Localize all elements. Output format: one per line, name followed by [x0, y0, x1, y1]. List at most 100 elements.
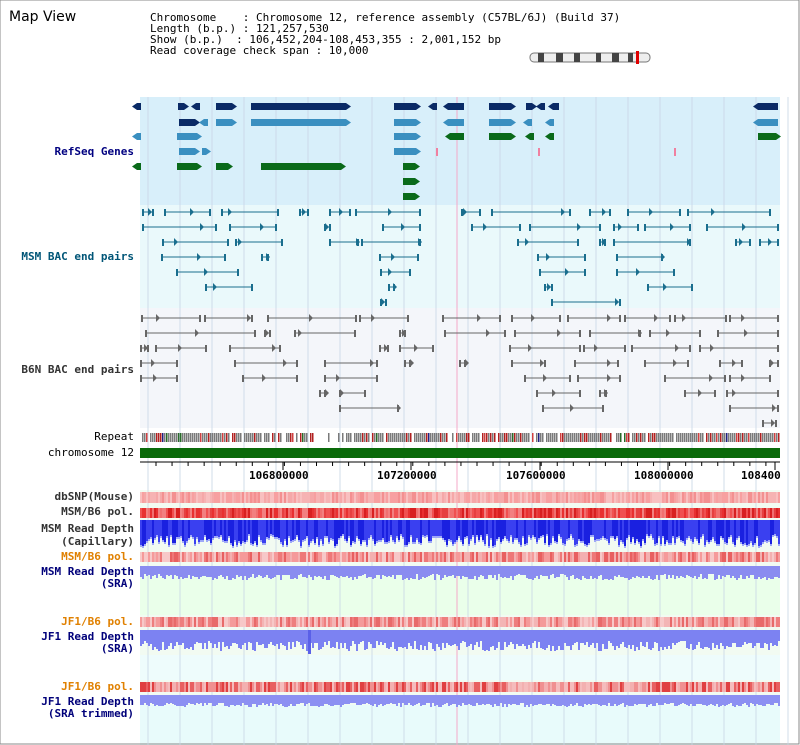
msm-capillary-depth-tip	[758, 546, 760, 548]
jf1-trim-depth	[296, 695, 298, 704]
jf1-pol-heat	[754, 617, 756, 627]
repeat-element	[160, 433, 162, 442]
track-label-repeat[interactable]: Repeat	[94, 430, 134, 443]
msm-capillary-depth-tip	[440, 536, 442, 538]
msm-capillary-depth-tip	[538, 538, 540, 540]
jf1-trim-depth	[364, 695, 366, 704]
jf1-trim-depth	[272, 695, 274, 706]
dbsnp-heat	[396, 492, 398, 503]
msm-pol-heat	[392, 508, 394, 518]
track-label-msm-depth-cap-1[interactable]: MSM Read Depth	[41, 522, 134, 535]
msm-capillary-depth-tip	[762, 542, 764, 544]
jf1-trim-depth	[550, 695, 552, 706]
dbsnp-heat	[478, 492, 480, 503]
jf1-pol-heat	[732, 617, 734, 627]
jf1-pol-heat	[254, 617, 256, 627]
msm-capillary-depth-tip	[642, 539, 644, 541]
dbsnp-heat	[408, 492, 410, 503]
track-label-msm-depth-cap-2[interactable]: (Capillary)	[61, 535, 134, 548]
track-label-msm-depth-sra-2[interactable]: (SRA)	[100, 577, 134, 590]
dbsnp-heat	[510, 492, 512, 503]
track-label-jf1-depth-sra-1[interactable]: JF1 Read Depth	[41, 630, 134, 643]
track-label-jf1-depth-trim-2[interactable]: (SRA trimmed)	[47, 707, 134, 720]
msm-pol2-heat	[422, 552, 424, 562]
dbsnp-heat	[304, 492, 306, 503]
msm-pol-heat	[764, 508, 766, 518]
repeat-element	[224, 433, 226, 442]
jf1-pol2-heat	[384, 682, 386, 692]
jf1-trim-depth	[752, 695, 754, 704]
jf1-pol-heat	[354, 617, 356, 627]
jf1-pol2-heat	[140, 682, 142, 692]
track-label-refseq-genes[interactable]: RefSeq Genes	[54, 145, 134, 158]
track-label-jf1-pol-2[interactable]: JF1/B6 pol.	[61, 680, 134, 693]
msm-pol-heat	[756, 508, 758, 518]
repeat-element	[434, 433, 436, 442]
msm-pol-heat	[232, 508, 234, 518]
msm-capillary-depth	[404, 520, 406, 545]
jf1-pol-heat	[628, 617, 630, 627]
msm-pol2-heat	[550, 552, 552, 562]
jf1-sra-depth	[432, 630, 434, 649]
bac-arrow	[401, 223, 405, 231]
jf1-trim-depth	[500, 695, 502, 703]
jf1-sra-depth	[248, 630, 250, 642]
jf1-trim-depth	[746, 695, 748, 705]
jf1-pol2-heat	[726, 682, 728, 692]
jf1-pol-heat	[464, 617, 466, 627]
msm-pol2-heat	[778, 552, 780, 562]
track-label-jf1-depth-trim-1[interactable]: JF1 Read Depth	[41, 695, 134, 708]
track-label-jf1-depth-sra-2[interactable]: (SRA)	[100, 642, 134, 655]
jf1-pol-heat	[618, 617, 620, 627]
msm-capillary-depth	[732, 520, 734, 542]
track-label-chromosome[interactable]: chromosome 12	[47, 446, 134, 459]
jf1-pol-heat	[140, 617, 142, 627]
bac-end	[380, 269, 382, 276]
msm-pol-heat	[758, 508, 760, 518]
track-label-msm-pol-1[interactable]: MSM/B6 pol.	[61, 505, 134, 518]
msm-sra-depth	[414, 566, 416, 579]
repeat-element	[770, 433, 772, 442]
bac-end	[777, 390, 779, 397]
jf1-pol2-heat	[650, 682, 652, 692]
gene-arrow	[753, 119, 758, 126]
track-label-b6n-bac[interactable]: B6N BAC end pairs	[21, 363, 134, 376]
dbsnp-heat	[428, 492, 430, 503]
dbsnp-heat	[710, 492, 712, 503]
jf1-sra-depth	[718, 630, 720, 649]
msm-capillary-depth-tip	[738, 536, 740, 538]
msm-capillary-depth-tip	[776, 536, 778, 538]
track-label-msm-bac[interactable]: MSM BAC end pairs	[21, 250, 134, 263]
track-label-msm-pol-2[interactable]: MSM/B6 pol.	[61, 550, 134, 563]
jf1-trim-depth	[426, 695, 428, 703]
jf1-pol-heat	[256, 617, 258, 627]
msm-pol2-heat	[286, 552, 288, 562]
repeat-element	[292, 433, 294, 442]
msm-capillary-depth	[764, 520, 766, 540]
gene-arrow	[548, 103, 553, 110]
msm-capillary-depth-tip	[598, 539, 600, 541]
jf1-trim-depth	[394, 695, 396, 704]
msm-pol-heat	[738, 508, 740, 518]
jf1-pol-heat	[624, 617, 626, 627]
msm-capillary-depth	[254, 520, 256, 541]
msm-capillary-depth	[348, 520, 350, 536]
bac-arrow	[410, 359, 414, 367]
repeat-element	[232, 433, 234, 442]
msm-pol2-heat	[436, 552, 438, 562]
track-label-jf1-pol-1[interactable]: JF1/B6 pol.	[61, 615, 134, 628]
track-label-msm-depth-sra-1[interactable]: MSM Read Depth	[41, 565, 134, 578]
track-label-dbsnp[interactable]: dbSNP(Mouse)	[54, 490, 134, 503]
msm-capillary-depth-tip	[444, 540, 446, 542]
msm-capillary-depth-tip	[412, 542, 414, 544]
dbsnp-heat	[488, 492, 490, 503]
jf1-trim-depth	[722, 695, 724, 705]
jf1-sra-depth	[252, 630, 254, 650]
bac-end	[354, 330, 356, 337]
jf1-trim-depth	[726, 695, 728, 705]
jf1-pol-heat	[482, 617, 484, 627]
jf1-pol-heat	[434, 617, 436, 627]
msm-pol-heat	[376, 508, 378, 518]
msm-capillary-depth	[154, 520, 156, 538]
